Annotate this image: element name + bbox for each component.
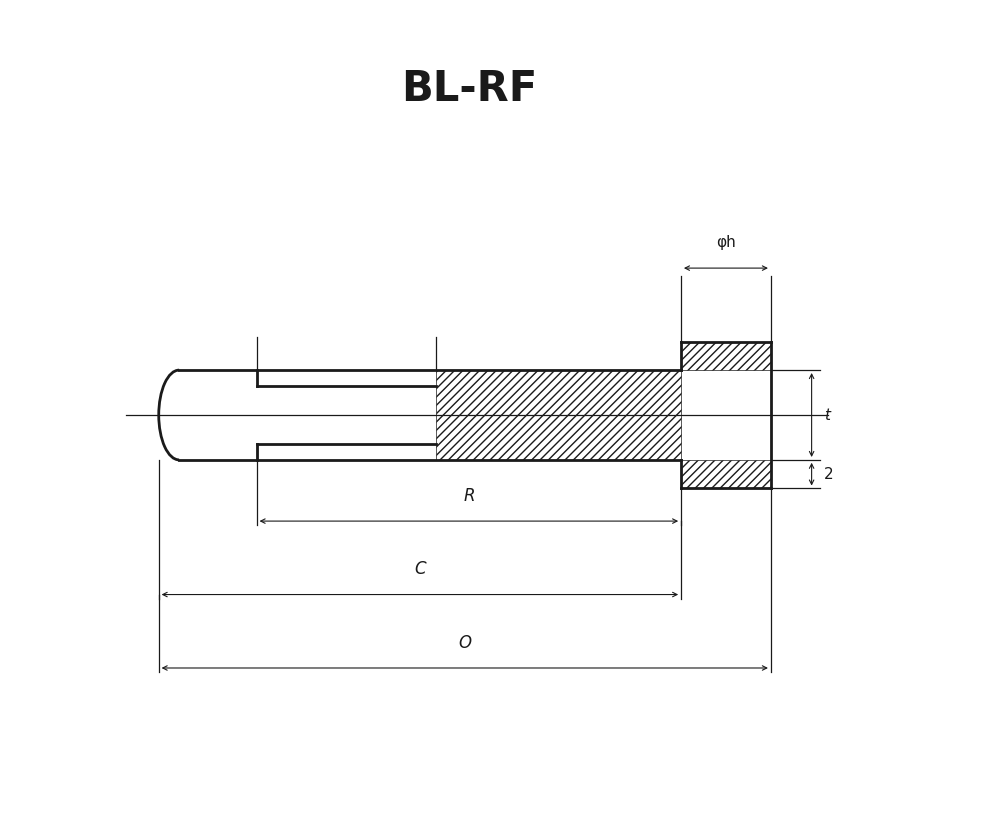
Text: BL-RF: BL-RF — [401, 67, 536, 110]
Text: O: O — [458, 633, 471, 652]
Text: R: R — [463, 486, 474, 505]
Text: φh: φh — [715, 235, 735, 250]
Text: t: t — [823, 408, 829, 422]
Text: C: C — [414, 560, 425, 579]
Text: 2: 2 — [823, 466, 833, 481]
